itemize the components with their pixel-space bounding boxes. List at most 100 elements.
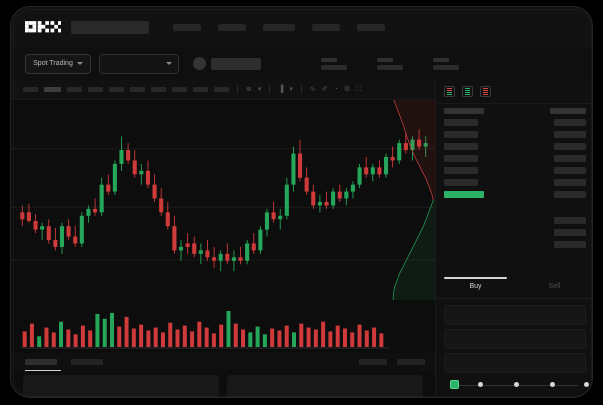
stat-label — [377, 57, 393, 62]
timeframe-button-6[interactable] — [130, 87, 145, 92]
orderbook[interactable] — [436, 103, 592, 273]
total-field[interactable] — [444, 353, 586, 373]
slider-handle[interactable] — [450, 380, 459, 389]
ticker-stats — [321, 57, 459, 70]
timeframe-button-8[interactable] — [172, 87, 187, 92]
orders-action-1[interactable] — [359, 359, 387, 365]
indicators-icon[interactable]: ≣ — [246, 86, 252, 93]
nav-item-earn[interactable] — [312, 23, 340, 31]
tab-buy[interactable]: Buy — [436, 277, 515, 298]
timeframe-button-9[interactable] — [193, 87, 208, 92]
orderbook-view-modes — [436, 80, 592, 103]
nav-item-more[interactable] — [357, 23, 385, 31]
nav-item-trade[interactable] — [218, 23, 246, 31]
stat-label — [321, 57, 337, 62]
orders-panel-right[interactable] — [227, 375, 423, 397]
timeframe-button-1[interactable] — [23, 87, 38, 92]
slider-node-50[interactable] — [514, 382, 519, 387]
chart-toolbar: ≣ ▾ ▐ ▾ ∿ ✐ ◔ ⚙ ⛶ — [11, 80, 435, 100]
orderbook-row[interactable] — [554, 143, 586, 150]
orderbook-row[interactable] — [554, 191, 586, 198]
trading-pair-select[interactable] — [99, 53, 179, 74]
timeframe-button-2[interactable] — [44, 87, 61, 92]
timeframe-button-4[interactable] — [88, 87, 103, 92]
orders-tab-bar — [11, 353, 435, 371]
candlestick-pane — [11, 129, 435, 272]
stat-value — [321, 64, 347, 70]
orderbook-row[interactable] — [554, 131, 586, 138]
orderbook-row[interactable] — [554, 179, 586, 186]
last-price — [211, 57, 261, 70]
orderbook-row[interactable] — [554, 229, 586, 236]
chart-type-chevron-icon[interactable]: ▾ — [289, 86, 293, 93]
tab-order-history[interactable] — [71, 359, 103, 365]
orders-tab-actions — [359, 359, 425, 365]
slider-node-75[interactable] — [550, 382, 555, 387]
orderbook-row[interactable] — [554, 217, 586, 224]
orders-action-2[interactable] — [397, 359, 425, 365]
orderbook-header — [550, 108, 586, 114]
orderbook-row-highlighted[interactable] — [444, 191, 484, 198]
orderbook-row[interactable] — [444, 179, 478, 186]
orderbook-row[interactable] — [444, 155, 478, 162]
orderbook-row[interactable] — [554, 167, 586, 174]
nav-item-derivatives[interactable] — [263, 23, 295, 31]
orderbook-row[interactable] — [444, 143, 478, 150]
fullscreen-icon[interactable]: ⛶ — [356, 86, 362, 93]
buy-sell-tabs: Buy Sell — [436, 277, 592, 299]
orderbook-row[interactable] — [444, 167, 478, 174]
timeframe-button-7[interactable] — [151, 87, 166, 92]
percent-slider[interactable] — [448, 379, 589, 393]
tab-sell[interactable]: Sell — [548, 283, 561, 290]
orderbook-row[interactable] — [554, 119, 586, 126]
order-entry-form — [436, 299, 592, 397]
trading-mode-select[interactable]: Spot Trading — [25, 53, 91, 74]
indicators-chevron-icon[interactable]: ▾ — [257, 86, 262, 93]
orderbook-header — [444, 108, 484, 114]
orderbook-row[interactable] — [444, 119, 478, 126]
top-navigation-bar — [11, 7, 592, 47]
line-tool-icon[interactable]: ∿ — [309, 86, 316, 93]
timeframe-button-5[interactable] — [109, 87, 124, 92]
ticker-stat-24h-change — [321, 57, 347, 70]
price-field[interactable] — [444, 305, 586, 325]
orders-panel-left[interactable] — [23, 375, 219, 397]
toolbar-divider — [269, 85, 271, 94]
ticker-stat-24h-high — [377, 57, 403, 70]
okx-logo[interactable] — [25, 20, 61, 34]
orderbook-mode-asks[interactable] — [480, 86, 491, 97]
price-chart[interactable] — [11, 100, 435, 353]
pair-avatar — [193, 57, 206, 70]
toolbar-divider — [300, 85, 302, 94]
orderbook-row[interactable] — [554, 241, 586, 248]
magnet-icon[interactable]: ◔ — [333, 86, 338, 93]
slider-node-100[interactable] — [584, 382, 589, 387]
nav-item-markets[interactable] — [173, 23, 201, 31]
chevron-down-icon — [166, 62, 172, 65]
timeframe-button-3[interactable] — [67, 87, 82, 92]
orderbook-column-price — [444, 108, 484, 203]
tab-open-orders[interactable] — [25, 359, 61, 371]
pencil-icon[interactable]: ✐ — [321, 86, 328, 93]
orderbook-row[interactable] — [554, 155, 586, 162]
orders-content — [11, 375, 435, 397]
amount-field[interactable] — [444, 329, 586, 349]
slider-node-25[interactable] — [478, 382, 483, 387]
orderbook-spread-gap — [548, 203, 586, 217]
stat-label — [433, 57, 449, 62]
device-frame: Spot Trading — [10, 6, 593, 398]
stat-value — [433, 64, 459, 70]
chevron-down-icon — [76, 62, 83, 65]
ticker-stat-24h-volume — [433, 57, 459, 70]
orderbook-row[interactable] — [444, 131, 478, 138]
orderbook-mode-both[interactable] — [444, 86, 455, 97]
search-input[interactable] — [71, 20, 149, 34]
market-depth-overlay — [392, 100, 435, 300]
chart-type-icon[interactable]: ▐ — [278, 86, 284, 93]
trading-sidebar: Buy Sell — [435, 80, 592, 397]
timeframe-button-10[interactable] — [214, 87, 229, 92]
settings-icon[interactable]: ⚙ — [343, 86, 351, 93]
orderbook-mode-bids[interactable] — [462, 86, 473, 97]
stat-value — [377, 64, 403, 70]
volume-pane — [21, 311, 389, 349]
